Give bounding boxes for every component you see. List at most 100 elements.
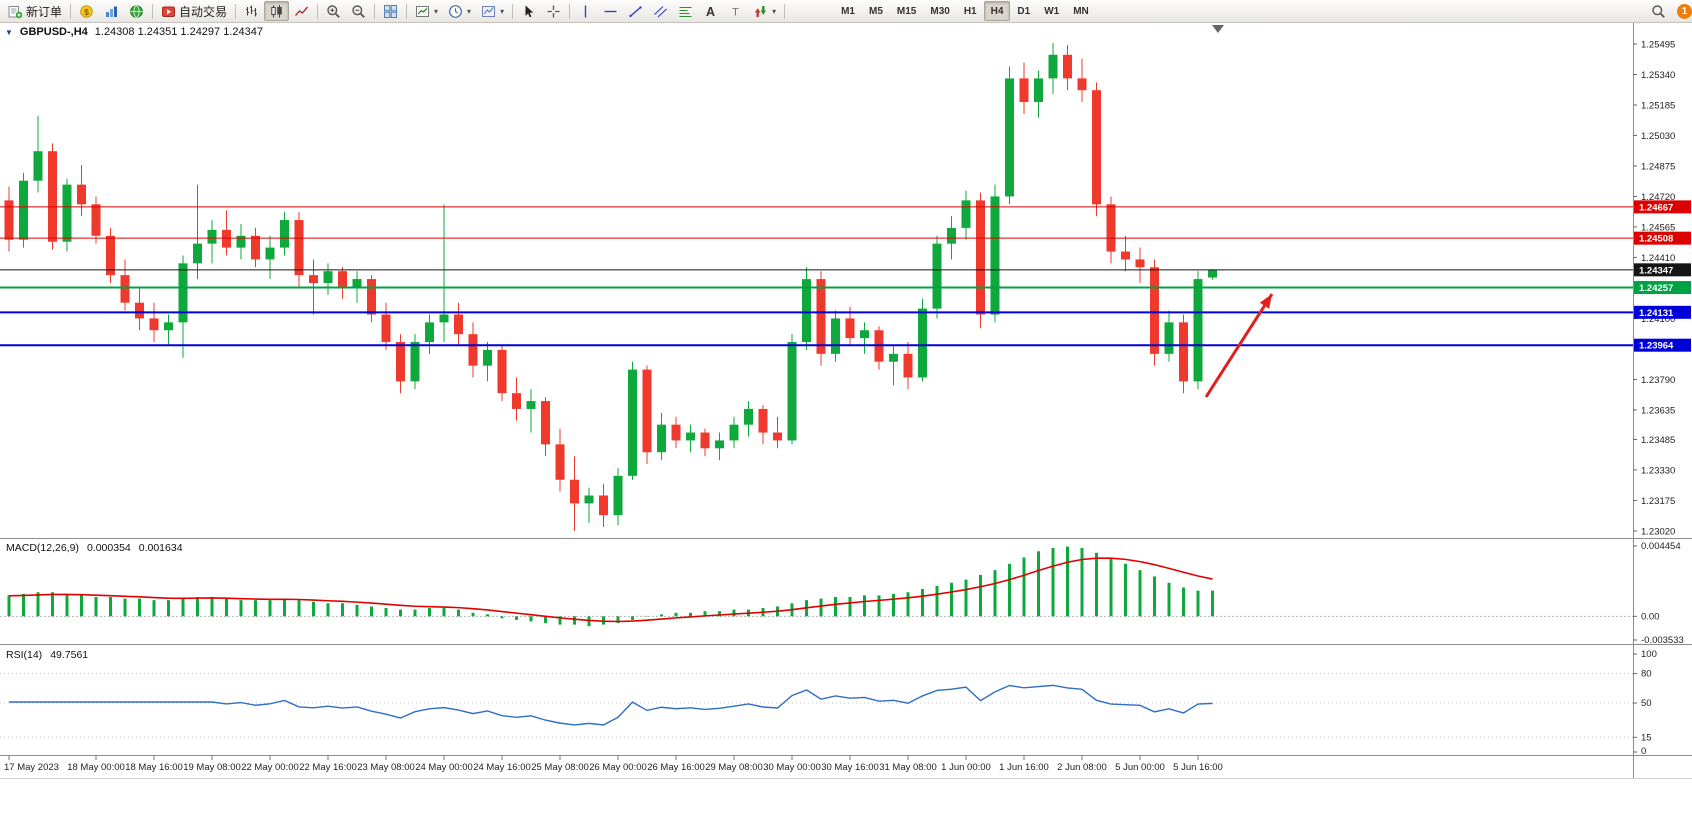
svg-text:1.24410: 1.24410	[1641, 253, 1675, 264]
svg-text:1.25185: 1.25185	[1641, 100, 1675, 111]
mql5-button[interactable]: $	[74, 1, 99, 21]
macd-name: MACD(12,26,9)	[6, 542, 79, 554]
svg-text:0.004454: 0.004454	[1641, 541, 1681, 552]
new-order-button[interactable]: 新订单	[3, 1, 67, 21]
timeframe-h1-button[interactable]: H1	[957, 1, 984, 21]
template-icon	[481, 4, 496, 19]
svg-text:22 May 00:00: 22 May 00:00	[241, 762, 299, 773]
timeframe-h4-button[interactable]: H4	[983, 1, 1011, 21]
candlestick-chart-button[interactable]	[264, 1, 290, 21]
svg-text:2 Jun 08:00: 2 Jun 08:00	[1057, 762, 1107, 773]
tile-windows-button[interactable]	[378, 1, 403, 21]
fibonacci-icon	[678, 4, 693, 19]
macd-main-value: 0.000354	[86, 542, 131, 554]
price-tag	[1634, 231, 1691, 245]
timeframe-m30-button[interactable]: M30	[923, 1, 956, 21]
toolbar-separator	[152, 3, 154, 19]
dropdown-arrow-icon: ▾	[500, 6, 505, 16]
svg-text:1.25495: 1.25495	[1641, 39, 1675, 50]
svg-text:1.24100: 1.24100	[1641, 314, 1675, 325]
chart-window: 1.25495 1.25340 1.25185 1.25030 1.24875 1.247…	[0, 22, 1692, 839]
svg-text:5 Jun 16:00: 5 Jun 16:00	[1173, 762, 1223, 773]
autotrading-button[interactable]: 自动交易	[156, 1, 232, 21]
channel-icon	[653, 4, 668, 19]
svg-text:25 May 08:00: 25 May 08:00	[531, 762, 589, 773]
svg-text:T: T	[732, 6, 739, 18]
toolbar-separator	[406, 3, 408, 19]
channel-button[interactable]	[648, 1, 673, 21]
svg-text:1.23330: 1.23330	[1641, 465, 1675, 476]
trend-arrow[interactable]	[1204, 293, 1274, 398]
vertical-line-button[interactable]	[573, 1, 598, 21]
horizontal-lines[interactable]: 1.24667 1.24508 1.24347 1.24257 1.24131 1.239…	[0, 200, 1691, 352]
arrows-button[interactable]: ▾	[748, 1, 781, 21]
svg-text:1.25030: 1.25030	[1641, 131, 1675, 142]
templates-button[interactable]: ▾	[476, 1, 509, 21]
timeframe-m1-button[interactable]: M1	[834, 1, 862, 21]
svg-text:30 May 16:00: 30 May 16:00	[821, 762, 879, 773]
cursor-button[interactable]	[516, 1, 541, 21]
timeframe-m15-button[interactable]: M15	[890, 1, 923, 21]
indicators-button[interactable]: ▾	[410, 1, 443, 21]
window-menu-icon[interactable]: ▼	[5, 27, 13, 37]
bar-chart-button[interactable]	[239, 1, 264, 21]
svg-text:1.23964: 1.23964	[1639, 341, 1674, 352]
chart-shift-marker[interactable]	[1212, 25, 1224, 33]
zoom-out-button[interactable]	[346, 1, 371, 21]
toolbar-separator	[235, 3, 237, 19]
horizontal-line-button[interactable]	[598, 1, 623, 21]
search-button[interactable]	[1646, 1, 1671, 21]
market-button[interactable]	[124, 1, 149, 21]
globe-icon	[129, 4, 144, 19]
svg-text:18 May 00:00: 18 May 00:00	[67, 762, 125, 773]
svg-text:1.25340: 1.25340	[1641, 70, 1675, 81]
time-axis[interactable]	[0, 756, 1633, 778]
text-button[interactable]: A	[698, 1, 723, 21]
new-chart-icon	[415, 4, 430, 19]
dropdown-arrow-icon: ▾	[772, 6, 777, 16]
svg-text:-0.003533: -0.003533	[1641, 635, 1684, 646]
text-label-button[interactable]: T	[723, 1, 748, 21]
line-chart-button[interactable]	[289, 1, 314, 21]
chart-ohlc-values: 1.24308 1.24351 1.24297 1.24347	[94, 26, 263, 38]
crosshair-button[interactable]	[541, 1, 566, 21]
blue-chart-icon	[104, 4, 119, 19]
toolbar-separator	[569, 3, 571, 19]
crosshair-icon	[546, 4, 561, 19]
price-axis[interactable]	[1633, 22, 1692, 778]
tile-icon	[383, 4, 398, 19]
trendline-button[interactable]	[623, 1, 648, 21]
svg-text:$: $	[84, 6, 89, 16]
clock-icon	[448, 4, 463, 19]
notifications-badge[interactable]: 1	[1677, 3, 1692, 19]
svg-text:1.24131: 1.24131	[1639, 308, 1674, 319]
toolbar-separator	[374, 3, 376, 19]
zoom-out-icon	[351, 4, 366, 19]
chart-canvas[interactable]: 1.25495 1.25340 1.25185 1.25030 1.24875 1.247…	[0, 22, 1692, 839]
dropdown-arrow-icon: ▾	[467, 6, 472, 16]
svg-text:5 Jun 00:00: 5 Jun 00:00	[1115, 762, 1165, 773]
charts-button[interactable]	[99, 1, 124, 21]
timeframe-mn-button[interactable]: MN	[1066, 1, 1096, 21]
line-icon	[294, 4, 309, 19]
timeframe-d1-button[interactable]: D1	[1010, 1, 1037, 21]
timeframe-m5-button[interactable]: M5	[862, 1, 890, 21]
periods-button[interactable]: ▾	[443, 1, 476, 21]
timeframe-w1-button[interactable]: W1	[1037, 1, 1066, 21]
svg-text:29 May 08:00: 29 May 08:00	[705, 762, 763, 773]
search-icon	[1651, 4, 1666, 19]
zoom-in-button[interactable]	[321, 1, 346, 21]
autotrading-icon	[161, 4, 176, 19]
fibonacci-button[interactable]	[673, 1, 698, 21]
bars-icon	[244, 4, 259, 19]
label-icon: T	[728, 4, 743, 19]
svg-text:1.23485: 1.23485	[1641, 435, 1675, 446]
rsi-name: RSI(14)	[6, 649, 43, 661]
svg-text:22 May 16:00: 22 May 16:00	[299, 762, 357, 773]
time-axis-labels: 17 May 2023 18 May 00:00 18 May 16:00 19 Ma…	[4, 756, 1223, 773]
order-icon	[8, 4, 23, 19]
svg-text:26 May 16:00: 26 May 16:00	[647, 762, 705, 773]
svg-text:80: 80	[1641, 669, 1652, 680]
svg-text:1 Jun 00:00: 1 Jun 00:00	[941, 762, 991, 773]
toolbar-separator	[317, 3, 319, 19]
